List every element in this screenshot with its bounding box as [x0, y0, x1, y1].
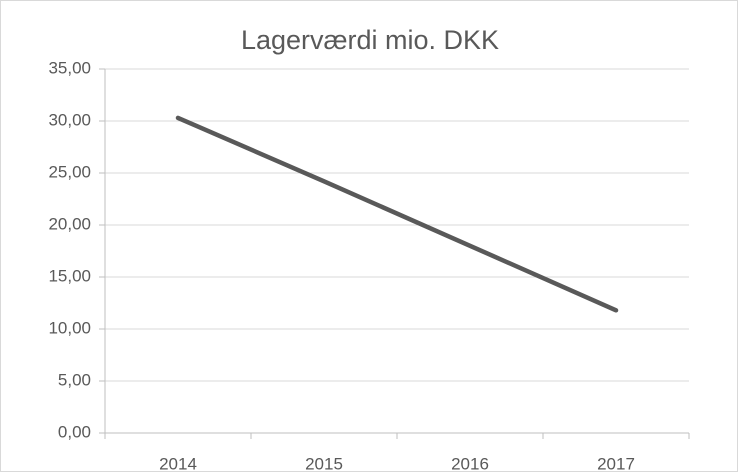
x-tick-label: 2015	[305, 454, 343, 473]
y-tick-label: 0,00	[58, 422, 91, 441]
data-line	[175, 115, 619, 313]
y-tick-label: 30,00	[48, 110, 91, 129]
y-tick-label: 10,00	[48, 318, 91, 337]
y-tick-label: 20,00	[48, 214, 91, 233]
x-tick-label: 2016	[451, 454, 489, 473]
y-tick-label: 5,00	[58, 370, 91, 389]
y-tick-label: 25,00	[48, 162, 91, 181]
x-tick-label: 2014	[159, 454, 197, 473]
chart-title: Lagerværdi mio. DKK	[241, 25, 499, 55]
y-tick-label: 15,00	[48, 266, 91, 285]
x-tick-label: 2017	[597, 454, 635, 473]
y-tick-label: 35,00	[48, 58, 91, 77]
